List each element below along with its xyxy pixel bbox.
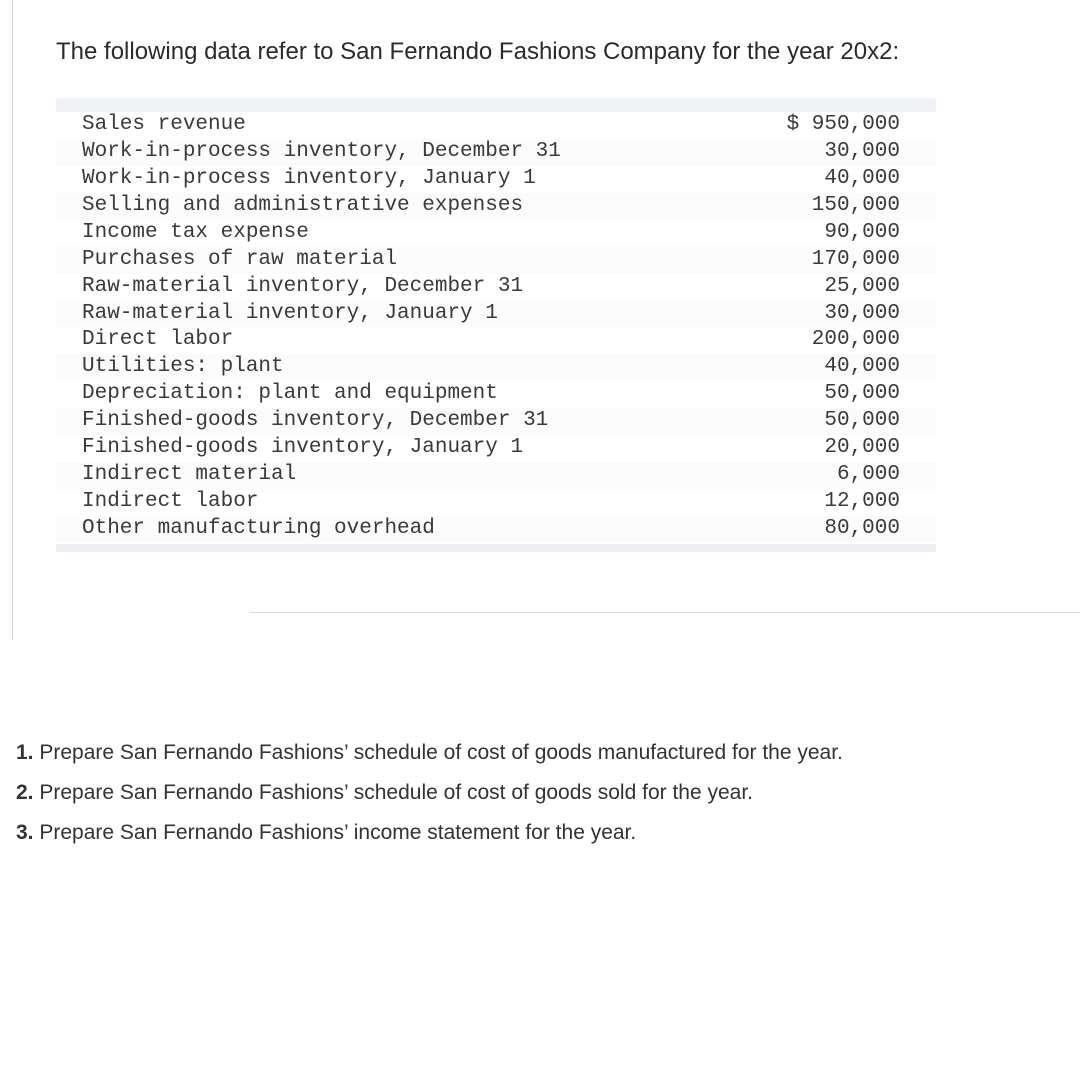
row-value: 50,000 (736, 408, 936, 435)
row-value: 12,000 (736, 489, 936, 516)
table-row: Purchases of raw material170,000 (56, 247, 936, 274)
question-number: 1. (16, 741, 34, 764)
row-label: Other manufacturing overhead (56, 516, 736, 543)
table-row: Depreciation: plant and equipment50,000 (56, 381, 936, 408)
row-value: 25,000 (736, 274, 936, 301)
table-top-bar (56, 98, 936, 112)
questions-block: 1. Prepare San Fernando Fashions’ schedu… (0, 613, 1080, 853)
row-label: Income tax expense (56, 220, 736, 247)
row-value: 50,000 (736, 381, 936, 408)
question-number: 2. (16, 781, 34, 804)
question-text: Prepare San Fernando Fashions’ income st… (34, 821, 637, 844)
row-value: 40,000 (736, 354, 936, 381)
row-label: Indirect material (56, 462, 736, 489)
row-label: Finished-goods inventory, December 31 (56, 408, 736, 435)
row-value: 80,000 (736, 516, 936, 543)
row-value: 150,000 (736, 193, 936, 220)
table-row: Selling and administrative expenses150,0… (56, 193, 936, 220)
row-label: Raw-material inventory, December 31 (56, 274, 736, 301)
row-value: 170,000 (736, 247, 936, 274)
row-label: Indirect labor (56, 489, 736, 516)
page: The following data refer to San Fernando… (0, 0, 1080, 853)
row-value: 200,000 (736, 327, 936, 354)
row-value: 6,000 (736, 462, 936, 489)
financial-data-table: Sales revenue$ 950,000Work-in-process in… (56, 112, 936, 542)
financial-data-table-wrap: Sales revenue$ 950,000Work-in-process in… (56, 98, 936, 552)
question-line: 1. Prepare San Fernando Fashions’ schedu… (16, 733, 1040, 773)
table-row: Direct labor200,000 (56, 327, 936, 354)
row-label: Direct labor (56, 327, 736, 354)
question-line: 2. Prepare San Fernando Fashions’ schedu… (16, 773, 1040, 813)
row-label: Work-in-process inventory, December 31 (56, 139, 736, 166)
row-label: Selling and administrative expenses (56, 193, 736, 220)
table-row: Indirect labor12,000 (56, 489, 936, 516)
row-value: 40,000 (736, 166, 936, 193)
table-row: Finished-goods inventory, January 120,00… (56, 435, 936, 462)
row-value: 30,000 (736, 301, 936, 328)
row-label: Sales revenue (56, 112, 736, 139)
table-row: Other manufacturing overhead80,000 (56, 516, 936, 543)
financial-data-tbody: Sales revenue$ 950,000Work-in-process in… (56, 112, 936, 542)
table-bottom-bar (56, 544, 936, 552)
table-row: Sales revenue$ 950,000 (56, 112, 936, 139)
row-value: 20,000 (736, 435, 936, 462)
table-row: Work-in-process inventory, December 3130… (56, 139, 936, 166)
question-text: Prepare San Fernando Fashions’ schedule … (34, 781, 754, 804)
table-row: Finished-goods inventory, December 3150,… (56, 408, 936, 435)
row-label: Purchases of raw material (56, 247, 736, 274)
table-row: Utilities: plant40,000 (56, 354, 936, 381)
question-text: Prepare San Fernando Fashions’ schedule … (34, 741, 843, 764)
table-row: Indirect material6,000 (56, 462, 936, 489)
table-row: Income tax expense90,000 (56, 220, 936, 247)
left-vertical-rule (12, 0, 13, 640)
row-label: Depreciation: plant and equipment (56, 381, 736, 408)
row-value: $ 950,000 (736, 112, 936, 139)
row-value: 90,000 (736, 220, 936, 247)
question-line: 3. Prepare San Fernando Fashions’ income… (16, 813, 1040, 853)
row-value: 30,000 (736, 139, 936, 166)
table-row: Work-in-process inventory, January 140,0… (56, 166, 936, 193)
row-label: Work-in-process inventory, January 1 (56, 166, 736, 193)
intro-text: The following data refer to San Fernando… (0, 30, 1080, 98)
question-number: 3. (16, 821, 34, 844)
row-label: Raw-material inventory, January 1 (56, 301, 736, 328)
table-row: Raw-material inventory, January 130,000 (56, 301, 936, 328)
row-label: Utilities: plant (56, 354, 736, 381)
row-label: Finished-goods inventory, January 1 (56, 435, 736, 462)
table-row: Raw-material inventory, December 3125,00… (56, 274, 936, 301)
